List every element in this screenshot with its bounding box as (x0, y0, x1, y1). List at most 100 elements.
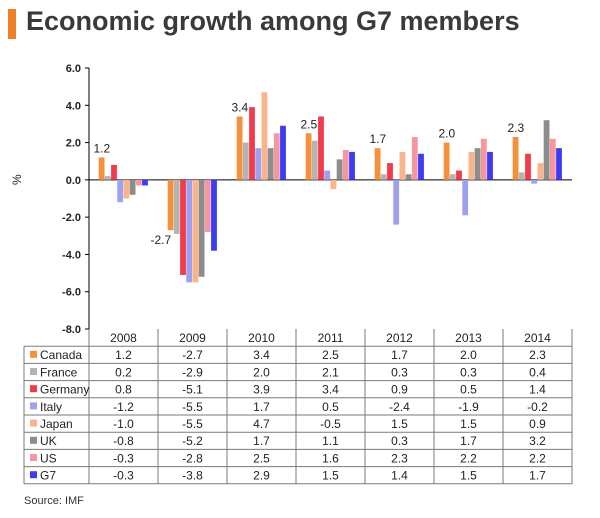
bar-italy-2013 (462, 179, 469, 216)
annotation-label: -2.7 (150, 233, 171, 247)
bar-france-2011 (311, 140, 318, 180)
table-cell: -2.4 (389, 400, 410, 414)
bar-japan-2014 (537, 163, 544, 180)
table-cell: 0.5 (322, 400, 339, 414)
bar-g7-2008 (142, 179, 148, 186)
table-cell: 4.7 (253, 417, 270, 431)
bar-france-2014 (518, 172, 525, 180)
y-tick-label: 0.0 (66, 175, 81, 187)
table-cell: 1.1 (322, 434, 339, 448)
table-cell: 2.2 (529, 451, 546, 465)
table-cell: -0.2 (527, 400, 548, 414)
bar-germany-2010 (249, 107, 255, 180)
table-cell: 1.7 (460, 434, 477, 448)
bar-canada-2010 (236, 116, 243, 180)
bar-canada-2013 (443, 142, 450, 180)
bar-uk-2014 (543, 120, 550, 180)
bar-uk-2013 (474, 148, 481, 180)
table-cell: 2.0 (460, 348, 477, 362)
table-cell: -0.8 (113, 434, 134, 448)
table-cell: 3.4 (322, 383, 339, 397)
table-header-2010: 2010 (248, 331, 275, 345)
table-cell: 1.7 (529, 469, 546, 483)
legend-label-uk: UK (40, 434, 57, 448)
title-accent-bar (8, 9, 16, 39)
table-cell: 1.7 (253, 434, 270, 448)
bar-uk-2010 (267, 148, 274, 180)
legend-swatch-germany (30, 385, 37, 393)
bar-germany-2011 (318, 116, 324, 180)
bar-japan-2012 (399, 151, 406, 180)
table-cell: -5.1 (182, 383, 203, 397)
bar-canada-2014 (512, 136, 519, 180)
source-note: Source: IMF (24, 495, 84, 507)
table-cell: 1.2 (115, 348, 132, 362)
legend-label-us: US (40, 451, 57, 465)
table-cell: 3.4 (253, 348, 270, 362)
y-tick-label: 2.0 (66, 138, 81, 150)
table-cell: -5.5 (182, 400, 203, 414)
bar-g7-2013 (487, 151, 493, 180)
bar-canada-2012 (374, 148, 381, 180)
bar-france-2008 (104, 176, 111, 180)
bar-us-2009 (204, 179, 211, 233)
table-header-2008: 2008 (110, 331, 137, 345)
bar-uk-2008 (129, 179, 136, 195)
table-cell: -1.2 (113, 400, 134, 414)
bar-uk-2009 (198, 179, 205, 277)
legend-label-g7: G7 (40, 469, 56, 483)
table-header-2011: 2011 (318, 331, 344, 345)
table-cell: 1.5 (460, 417, 477, 431)
table-cell: -0.5 (320, 417, 341, 431)
bar-canada-2009 (167, 179, 174, 231)
annotation-label: 1.2 (93, 141, 110, 155)
legend-label-germany: Germany (40, 383, 89, 397)
table-cell: 2.3 (529, 348, 546, 362)
table-cell: 2.0 (253, 365, 270, 379)
table-cell: 1.7 (391, 348, 408, 362)
annotation-label: 3.4 (231, 100, 248, 114)
bar-germany-2013 (456, 170, 462, 180)
table-cell: 1.5 (460, 469, 477, 483)
table-cell: 0.9 (391, 383, 408, 397)
table-cell: 3.9 (253, 383, 270, 397)
bar-uk-2011 (336, 159, 343, 180)
bar-g7-2011 (349, 151, 355, 180)
table-cell: 3.2 (529, 434, 546, 448)
table-cell: -2.9 (182, 365, 203, 379)
bar-uk-2012 (405, 174, 412, 180)
bar-france-2012 (380, 174, 387, 180)
bar-germany-2008 (111, 164, 117, 180)
bar-italy-2010 (255, 148, 262, 180)
bar-us-2011 (342, 150, 349, 180)
legend-swatch-uk (30, 436, 37, 444)
annotation-label: 1.7 (369, 132, 386, 146)
bar-g7-2012 (418, 153, 424, 180)
y-tick-label: 4.0 (66, 100, 81, 112)
bar-italy-2009 (186, 179, 193, 283)
annotation-label: 2.3 (507, 121, 524, 135)
legend-swatch-japan (30, 419, 37, 427)
bar-us-2010 (273, 133, 280, 180)
y-tick-label: -8.0 (62, 324, 81, 336)
table-cell: 1.6 (322, 451, 339, 465)
bar-germany-2014 (525, 153, 531, 180)
table-cell: 0.3 (391, 434, 408, 448)
table-cell: 0.3 (460, 365, 477, 379)
table-cell: 0.5 (460, 383, 477, 397)
table-cell: 0.8 (115, 383, 132, 397)
table-cell: -2.8 (182, 451, 203, 465)
table-cell: 2.5 (253, 451, 270, 465)
table-cell: 0.2 (115, 365, 132, 379)
y-tick-label: -6.0 (62, 287, 81, 299)
table-header-2012: 2012 (386, 331, 413, 345)
bar-g7-2009 (211, 179, 217, 251)
table-cell: -3.8 (182, 469, 203, 483)
annotation-label: 2.0 (438, 127, 455, 141)
bar-us-2014 (549, 138, 556, 180)
chart-title: Economic growth among G7 members (26, 6, 520, 36)
table-header-2013: 2013 (455, 331, 482, 345)
table-cell: 2.5 (322, 348, 339, 362)
y-tick-label: -2.0 (62, 212, 81, 224)
